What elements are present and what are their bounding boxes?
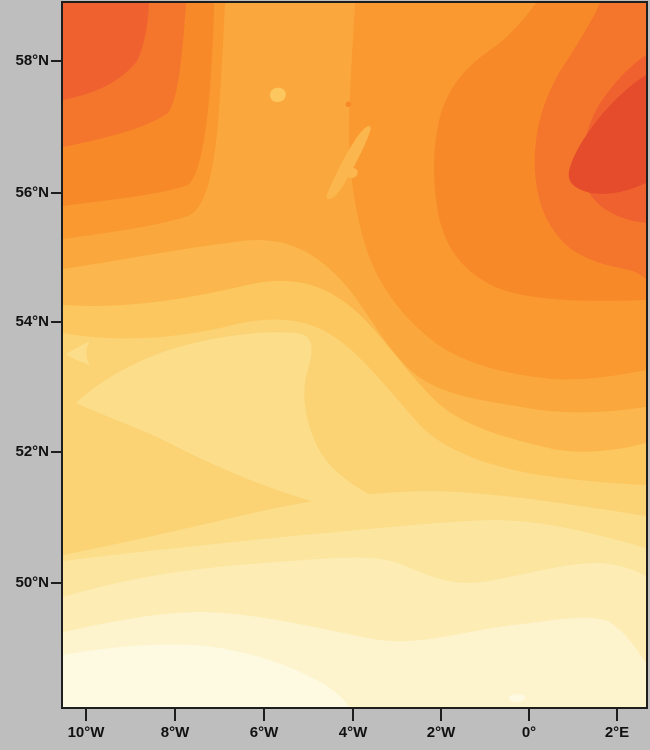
contour-band-level-6 — [270, 87, 286, 102]
y-axis-tick — [51, 192, 63, 194]
y-axis-tick — [51, 582, 63, 584]
x-axis-tick — [616, 709, 618, 721]
y-tick-label: 52°N — [15, 443, 49, 460]
contour-band-level-0 — [63, 644, 526, 707]
contour-band-level-10 — [345, 101, 352, 107]
contour-band-level-7 — [346, 167, 358, 178]
x-tick-label: 10°W — [67, 724, 105, 741]
x-tick-label: 8°W — [160, 724, 190, 741]
contour-band-level-10 — [63, 3, 646, 301]
y-axis-tick — [51, 451, 63, 453]
contour-band-level-4 — [76, 332, 431, 518]
y-tick-label: 58°N — [15, 52, 49, 69]
plot-frame — [61, 1, 648, 709]
y-tick-label: 56°N — [15, 184, 49, 201]
contour-band-level-7 — [326, 126, 371, 199]
x-axis-tick — [352, 709, 354, 721]
x-tick-label: 6°W — [249, 724, 279, 741]
x-axis-tick — [528, 709, 530, 721]
y-tick-label: 54°N — [15, 313, 49, 330]
contour-band-level-4 — [66, 341, 90, 365]
contour-band-level-12 — [63, 3, 646, 223]
y-axis-tick — [51, 60, 63, 62]
x-axis-tick — [440, 709, 442, 721]
x-axis-tick — [85, 709, 87, 721]
x-axis-tick — [263, 709, 265, 721]
x-tick-label: 2°W — [426, 724, 456, 741]
x-tick-label: 0° — [521, 724, 537, 741]
x-tick-label: 4°W — [338, 724, 368, 741]
x-axis-tick — [174, 709, 176, 721]
y-tick-label: 50°N — [15, 574, 49, 591]
y-axis-tick — [51, 321, 63, 323]
contour-band-level-13 — [568, 75, 646, 194]
x-tick-label: 2°E — [604, 724, 630, 741]
contour-plot — [63, 3, 646, 707]
